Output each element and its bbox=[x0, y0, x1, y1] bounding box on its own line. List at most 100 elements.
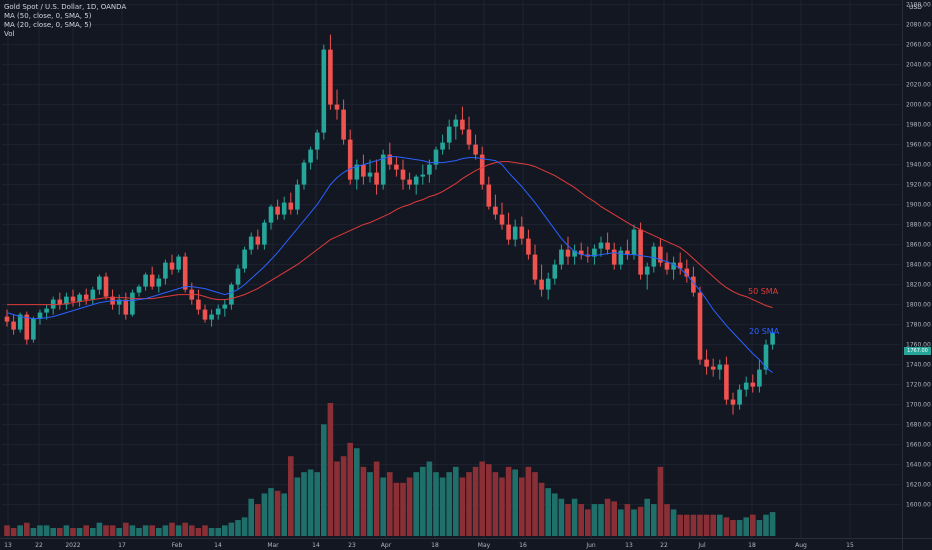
volume-bar bbox=[367, 472, 373, 536]
volume-bar bbox=[222, 525, 228, 536]
volume-bar bbox=[37, 525, 43, 536]
candle-body bbox=[57, 299, 63, 305]
volume-bar bbox=[453, 466, 459, 536]
candle-body bbox=[420, 174, 426, 177]
volume-bar bbox=[274, 490, 281, 536]
candle-body bbox=[103, 276, 109, 297]
candle-body bbox=[539, 279, 544, 290]
candle-body bbox=[347, 139, 353, 180]
volume-bar bbox=[301, 472, 307, 536]
time-axis[interactable]: 13 22 2022 17 Feb 14 Mar 14 23 Apr 18 May 16 Jun 13 22 J… bbox=[0, 538, 932, 550]
volume-bar bbox=[512, 469, 518, 536]
volume-bar bbox=[30, 528, 37, 536]
candle-body bbox=[737, 389, 742, 405]
volume-bar bbox=[505, 466, 512, 536]
last-price-tag: 1767.00 bbox=[904, 347, 931, 355]
chart-grid bbox=[2, 0, 901, 538]
symbol-title[interactable]: Gold Spot / U.S. Dollar, 1D, OANDA bbox=[4, 3, 127, 11]
x-tick-label: Apr bbox=[381, 542, 392, 549]
candlesticks bbox=[4, 34, 775, 415]
volume-bar bbox=[129, 525, 136, 536]
ma50-legend[interactable]: MA (50, close, 0, SMA, 5) bbox=[4, 12, 92, 20]
x-tick-label: Jun bbox=[585, 542, 596, 549]
volume-bar bbox=[347, 442, 353, 536]
candle-body bbox=[724, 364, 729, 400]
candle-body bbox=[559, 249, 564, 265]
volume-bar bbox=[83, 525, 89, 536]
candle-body bbox=[156, 278, 162, 287]
volume-bar bbox=[116, 528, 122, 536]
volume-bar bbox=[763, 514, 769, 536]
candle-body bbox=[651, 246, 657, 267]
x-tick-label: 15 bbox=[846, 542, 854, 549]
candle-body bbox=[387, 154, 393, 165]
candle-body bbox=[763, 344, 769, 370]
candle-body bbox=[77, 294, 82, 302]
candle-body bbox=[526, 238, 531, 255]
candle-body bbox=[268, 206, 274, 223]
y-tick-label: 1820.00 bbox=[906, 282, 931, 289]
candle-body bbox=[618, 250, 624, 265]
candle-body bbox=[196, 299, 201, 310]
x-tick-label: 18 bbox=[431, 542, 439, 549]
candle-body bbox=[466, 129, 472, 145]
volume-bar bbox=[235, 520, 241, 536]
sma20-label: 20 SMA bbox=[749, 327, 780, 336]
candle-body bbox=[638, 229, 643, 275]
candle-body bbox=[394, 164, 399, 170]
volume-bar bbox=[420, 466, 426, 536]
volume-bar bbox=[208, 528, 215, 536]
candle-body bbox=[361, 164, 366, 177]
candle-body bbox=[70, 296, 76, 302]
y-tick-label: 1640.00 bbox=[906, 462, 931, 469]
volume-bar bbox=[162, 525, 169, 536]
volume-bar bbox=[631, 509, 637, 536]
candle-body bbox=[301, 162, 307, 185]
volume-bar bbox=[598, 504, 604, 536]
candle-body bbox=[770, 332, 775, 345]
candle-body bbox=[717, 364, 723, 370]
volume-bar bbox=[4, 525, 10, 536]
candle-body bbox=[222, 304, 228, 309]
volume-bar bbox=[736, 520, 743, 536]
candle-body bbox=[413, 176, 419, 185]
volume-bar bbox=[189, 525, 195, 536]
candle-body bbox=[215, 308, 221, 315]
volume-bar bbox=[373, 461, 380, 536]
candle-body bbox=[730, 399, 736, 405]
candle-body bbox=[176, 256, 181, 270]
volume-bar bbox=[50, 528, 56, 536]
ma20-legend[interactable]: MA (20, close, 0, SMA, 5) bbox=[4, 21, 92, 29]
y-tick-label: 1980.00 bbox=[906, 122, 931, 129]
candle-body bbox=[321, 49, 327, 133]
candle-body bbox=[460, 119, 465, 130]
volume-bar bbox=[241, 517, 248, 536]
volume-bar bbox=[413, 472, 419, 536]
x-tick-label: 23 bbox=[348, 542, 356, 549]
candle-body bbox=[743, 382, 749, 390]
candle-body bbox=[380, 154, 386, 185]
candle-body bbox=[143, 274, 148, 287]
x-tick-label: 18 bbox=[748, 542, 756, 549]
candle-body bbox=[37, 312, 43, 319]
volume-legend[interactable]: Vol bbox=[4, 30, 15, 38]
candle-body bbox=[169, 262, 175, 270]
candle-body bbox=[24, 314, 30, 340]
volume-bar bbox=[743, 517, 749, 536]
candle-body bbox=[572, 250, 577, 257]
volume-bar bbox=[182, 522, 188, 536]
volume-bar bbox=[281, 493, 287, 536]
candle-body bbox=[486, 184, 492, 207]
volume-bar bbox=[670, 509, 677, 536]
price-axis[interactable]: 1600.00 1620.00 1640.00 1660.00 1680.00 1700.… bbox=[902, 0, 931, 550]
candle-body bbox=[757, 369, 762, 387]
candle-body bbox=[248, 236, 254, 250]
candle-body bbox=[750, 382, 756, 387]
volume-bar bbox=[294, 477, 301, 536]
volume-bar bbox=[486, 464, 492, 536]
candle-body bbox=[281, 202, 287, 215]
candle-body bbox=[433, 149, 439, 165]
y-tick-label: 1660.00 bbox=[906, 442, 931, 449]
candle-body bbox=[605, 242, 610, 250]
